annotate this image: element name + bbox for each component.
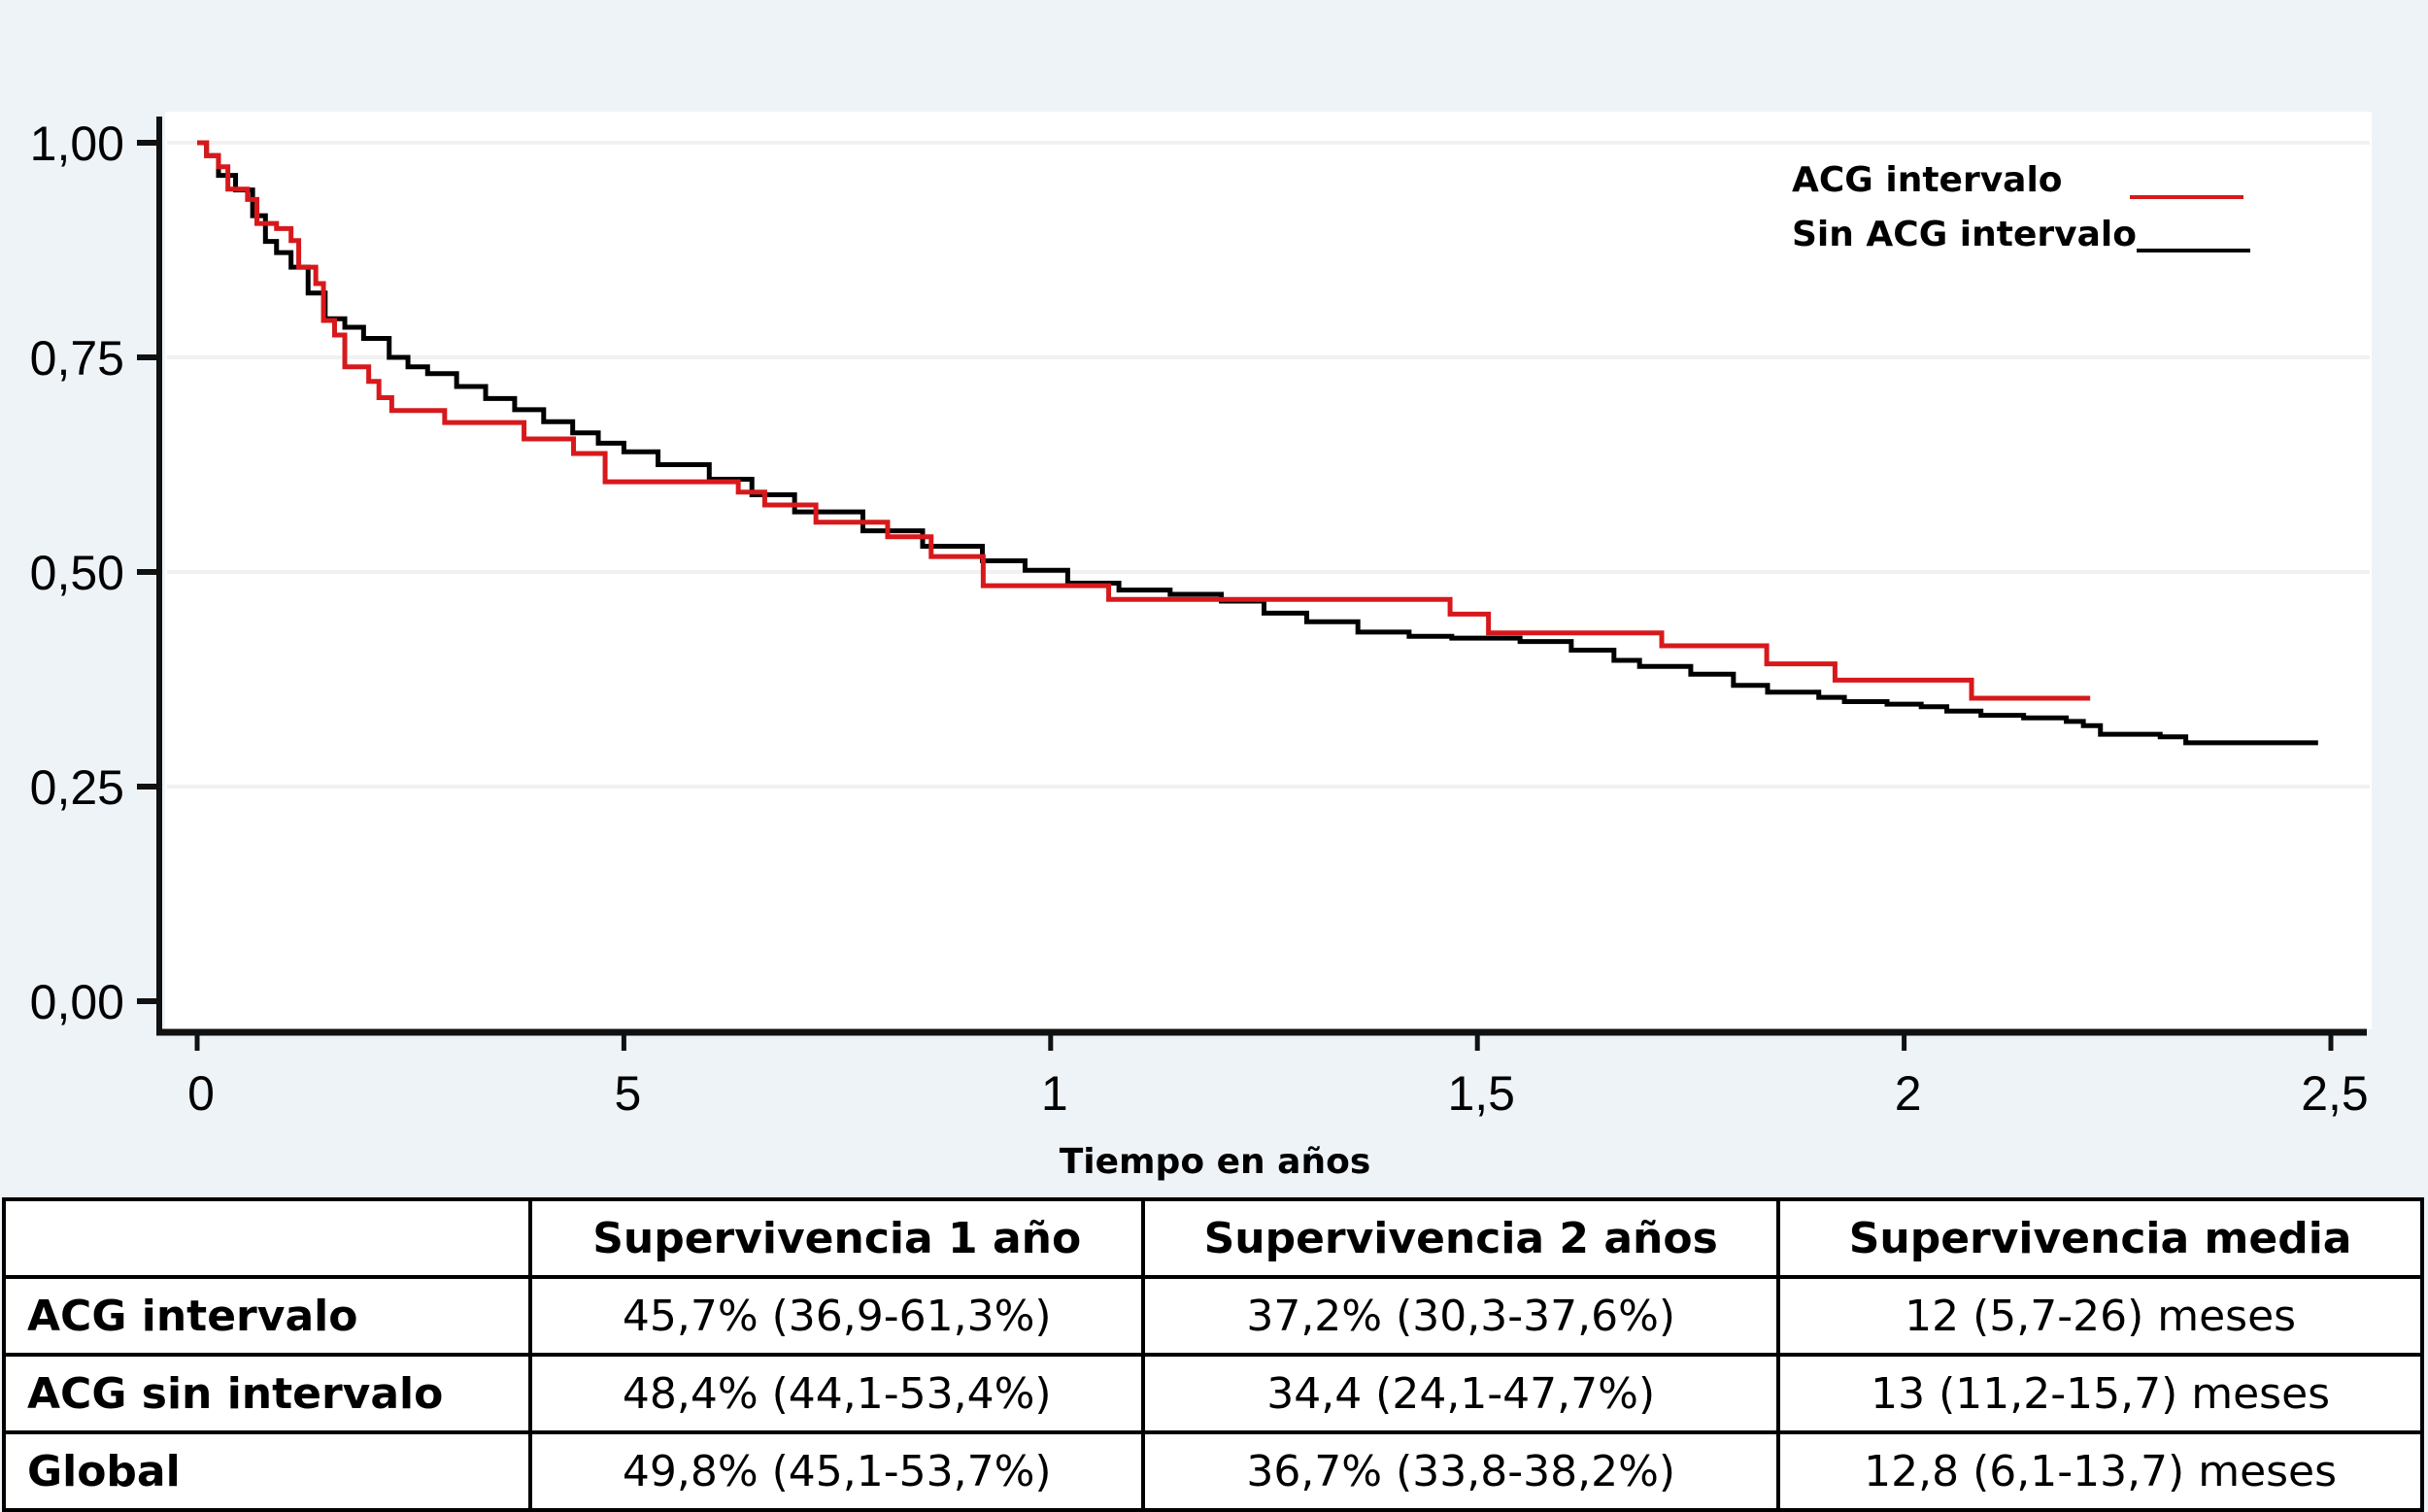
x-axis-ticks: 0 5 1 1,5 2 2,5 bbox=[187, 1032, 2369, 1121]
table-header-1-year: Supervivencia 1 año bbox=[528, 1197, 1146, 1279]
cell-median: 12 (5,7-26) meses bbox=[1776, 1275, 2424, 1357]
survival-chart: 0,00 0,25 0,50 0,75 1,00 0 5 1 1,5 2 2,5 Tiempo e… bbox=[30, 112, 2372, 1182]
cell-2-years: 34,4 (24,1-47,7%) bbox=[1141, 1353, 1781, 1434]
x-tick-label: 2 bbox=[1895, 1066, 1922, 1121]
series-line-sin-acg-intervalo bbox=[197, 140, 2318, 746]
legend: ACG intervalo Sin ACG intervalo bbox=[1792, 160, 2250, 254]
y-tick-label: 0,75 bbox=[30, 331, 124, 386]
survival-table: Supervivencia 1 año Supervivencia 2 años… bbox=[1, 1197, 2424, 1512]
cell-1-year: 48,4% (44,1-53,4%) bbox=[528, 1353, 1146, 1434]
x-axis-label: Tiempo en años bbox=[1060, 1142, 1371, 1182]
x-tick-label: 5 bbox=[614, 1066, 641, 1121]
series-line-acg-intervalo bbox=[197, 140, 2091, 701]
table-header-empty bbox=[1, 1197, 533, 1279]
x-tick-label: 0 bbox=[187, 1066, 215, 1121]
table-row: ACG intervalo 45,7% (36,9-61,3%) 37,2% (… bbox=[1, 1275, 2424, 1357]
cell-1-year: 45,7% (36,9-61,3%) bbox=[528, 1275, 1146, 1357]
y-tick-label: 0,50 bbox=[30, 546, 124, 600]
y-tick-label: 0,25 bbox=[30, 760, 124, 815]
table-header-2-years: Supervivencia 2 años bbox=[1141, 1197, 1781, 1279]
row-label: ACG intervalo bbox=[1, 1275, 533, 1357]
cell-2-years: 36,7% (33,8-38,2%) bbox=[1141, 1430, 1781, 1512]
cell-1-year: 49,8% (45,1-53,7%) bbox=[528, 1430, 1146, 1512]
series-layer bbox=[197, 140, 2318, 746]
row-label: Global bbox=[1, 1430, 533, 1512]
cell-median: 13 (11,2-15,7) meses bbox=[1776, 1353, 2424, 1434]
table-row: Global 49,8% (45,1-53,7%) 36,7% (33,8-38… bbox=[1, 1430, 2424, 1512]
x-tick-label: 1,5 bbox=[1447, 1066, 1515, 1121]
y-tick-label: 1,00 bbox=[30, 117, 124, 171]
row-label: ACG sin intervalo bbox=[1, 1353, 533, 1434]
table-row: ACG sin intervalo 48,4% (44,1-53,4%) 34,… bbox=[1, 1353, 2424, 1434]
grid-lines bbox=[167, 141, 2370, 789]
table-header-row: Supervivencia 1 año Supervivencia 2 años… bbox=[1, 1197, 2424, 1279]
cell-2-years: 37,2% (30,3-37,6%) bbox=[1141, 1275, 1781, 1357]
cell-median: 12,8 (6,1-13,7) meses bbox=[1776, 1430, 2424, 1512]
table-header-median: Supervivencia media bbox=[1776, 1197, 2424, 1279]
y-tick-label: 0,00 bbox=[30, 975, 124, 1029]
x-tick-label: 2,5 bbox=[2301, 1066, 2369, 1121]
y-axis-ticks: 0,00 0,25 0,50 0,75 1,00 bbox=[30, 117, 159, 1029]
legend-label-sin-acg-intervalo: Sin ACG intervalo bbox=[1792, 215, 2137, 254]
x-tick-label: 1 bbox=[1041, 1066, 1068, 1121]
legend-label-acg-intervalo: ACG intervalo bbox=[1792, 160, 2063, 200]
